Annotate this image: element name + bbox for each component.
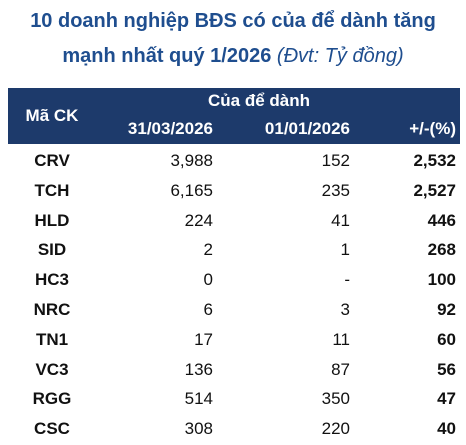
table-cell: 47 bbox=[437, 389, 456, 409]
table-cell: 17 bbox=[194, 329, 213, 349]
table-row: TN1 17 11 60 bbox=[8, 325, 460, 355]
table-cell: HC3 bbox=[34, 270, 69, 290]
table-cell: 87 bbox=[331, 359, 350, 379]
table-cell: HLD bbox=[34, 210, 70, 230]
table-cell: 514 bbox=[184, 389, 213, 409]
header-cell: +/-(%) bbox=[409, 119, 456, 138]
table-cell: CSC bbox=[34, 419, 70, 439]
table-cell: VC3 bbox=[35, 359, 69, 379]
table-cell: 92 bbox=[437, 299, 456, 319]
table-row: NRC 6 3 92 bbox=[8, 295, 460, 325]
table-cell: - bbox=[344, 270, 350, 290]
table-body: CRV 3,988 152 2,532 TCH 6,165 235 2,527 HLD 224 41… bbox=[8, 146, 460, 444]
table-row: SID 2 1 268 bbox=[8, 235, 460, 265]
table-cell: 6 bbox=[203, 299, 213, 319]
header-cell: 01/01/2026 bbox=[264, 119, 350, 138]
table-cell: 308 bbox=[184, 419, 213, 439]
title-line: mạnh nhất quý 1/2026 (Đvt: Tỷ đồng) bbox=[0, 45, 466, 68]
table-row: VC3 136 87 56 bbox=[8, 355, 460, 385]
table-cell: 56 bbox=[437, 359, 456, 379]
table-cell: 6,165 bbox=[170, 180, 213, 200]
table-cell: RGG bbox=[32, 389, 72, 409]
table-cell: NRC bbox=[33, 299, 71, 319]
table-cell: 3 bbox=[340, 299, 350, 319]
unit-note: (Đvt: Tỷ đồng) bbox=[276, 45, 404, 67]
table-row: HC3 0 - 100 bbox=[8, 265, 460, 295]
table-cell: 0 bbox=[203, 270, 213, 290]
table-row: HLD 224 41 446 bbox=[8, 206, 460, 236]
table-row: RGG 514 350 47 bbox=[8, 384, 460, 414]
title-text: mạnh nhất quý 1/2026 bbox=[62, 45, 272, 67]
table-cell: 268 bbox=[427, 240, 456, 260]
table-cell: 3,988 bbox=[170, 151, 213, 170]
table-cell: TN1 bbox=[35, 329, 69, 349]
table-cell: 41 bbox=[331, 210, 350, 230]
table-cell: 446 bbox=[427, 210, 456, 230]
table-cell: SID bbox=[37, 240, 67, 260]
table-cell: 152 bbox=[321, 151, 350, 170]
table-cell: 2,527 bbox=[413, 180, 456, 200]
table-cell: CRV bbox=[34, 151, 70, 170]
table-row: CRV 3,988 152 2,532 bbox=[8, 146, 460, 176]
header-cell: Mã CK bbox=[25, 106, 79, 125]
table-cell: 235 bbox=[321, 180, 350, 200]
title-line: 10 doanh nghiệp BĐS có của để dành tăng bbox=[30, 10, 436, 32]
table-row: CSC 308 220 40 bbox=[8, 414, 460, 444]
table-cell: 40 bbox=[437, 419, 456, 439]
table-cell: 100 bbox=[427, 270, 456, 290]
table-header: Mã CK Của để dành 31/03/2026 01/01/2026 … bbox=[8, 88, 460, 144]
table-row: TCH 6,165 235 2,527 bbox=[8, 176, 460, 206]
header-cell: 31/03/2026 bbox=[127, 119, 213, 138]
table-cell: 60 bbox=[437, 329, 456, 349]
header-group: Của để dành bbox=[208, 91, 311, 110]
table-cell: 2 bbox=[203, 240, 213, 260]
table-cell: 1 bbox=[340, 240, 350, 260]
table-cell: 136 bbox=[184, 359, 213, 379]
table-cell: 220 bbox=[321, 419, 350, 439]
table-cell: 224 bbox=[184, 210, 213, 230]
table-cell: 2,532 bbox=[413, 151, 456, 170]
table-cell: 11 bbox=[332, 329, 350, 349]
table-cell: TCH bbox=[34, 180, 70, 200]
table-cell: 350 bbox=[321, 389, 350, 409]
